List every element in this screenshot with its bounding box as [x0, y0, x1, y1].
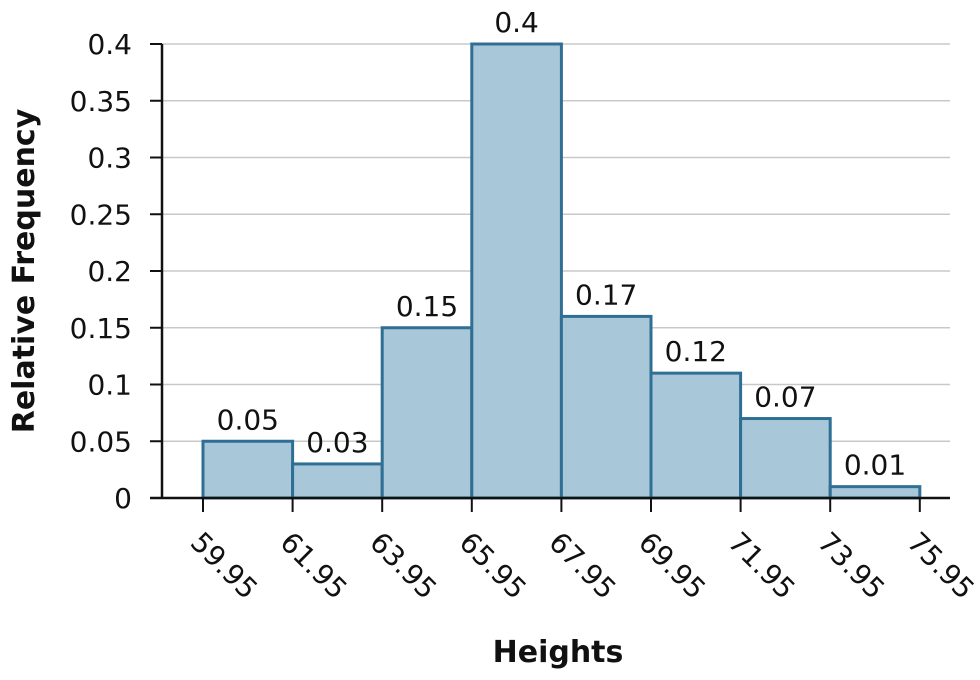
y-tick-label: 0.3: [87, 142, 132, 175]
x-tick-label: 59.95: [184, 526, 264, 606]
bar-data-label: 0.01: [844, 449, 906, 482]
histogram-bar: [559, 314, 653, 500]
y-axis-title: Relative Frequency: [7, 108, 42, 433]
bar-data-label: 0.17: [575, 278, 637, 311]
x-tick-label: 73.95: [811, 526, 891, 606]
x-tick-label: 69.95: [632, 526, 712, 606]
histogram-bar: [201, 439, 295, 500]
histogram-bar: [649, 371, 743, 500]
y-tick-label: 0.2: [87, 255, 132, 288]
histogram-bar: [380, 326, 474, 500]
histogram-bar: [828, 485, 922, 500]
y-tick-label: 0.4: [87, 28, 132, 61]
histogram-bar: [291, 462, 384, 500]
x-axis-title: Heights: [493, 635, 624, 670]
bars: [201, 42, 922, 500]
y-tick-label: 0.15: [70, 312, 132, 345]
bar-data-label: 0.12: [665, 335, 727, 368]
y-tick-label: 0.25: [70, 198, 132, 231]
x-tick-label: 65.95: [453, 526, 533, 606]
bar-data-label: 0.03: [306, 426, 368, 459]
x-tick-label: 63.95: [363, 526, 443, 606]
x-tick-label: 71.95: [722, 526, 802, 606]
y-tick-label: 0.35: [70, 85, 132, 118]
x-tick-label: 61.95: [274, 526, 354, 606]
bar-data-label: 0.07: [754, 381, 816, 414]
bar-data-label: 0.05: [217, 403, 279, 436]
x-tick-label: 67.95: [542, 526, 622, 606]
bar-data-label: 0.4: [494, 6, 539, 39]
histogram-bar: [739, 417, 832, 500]
x-tick-label: 75.95: [901, 526, 980, 606]
y-tick-label: 0: [114, 482, 132, 515]
histogram-bar: [470, 42, 563, 500]
y-tick-label: 0.05: [70, 425, 132, 458]
y-tick-label: 0.1: [87, 369, 132, 402]
bar-data-label: 0.15: [396, 290, 458, 323]
axes: [150, 43, 950, 512]
